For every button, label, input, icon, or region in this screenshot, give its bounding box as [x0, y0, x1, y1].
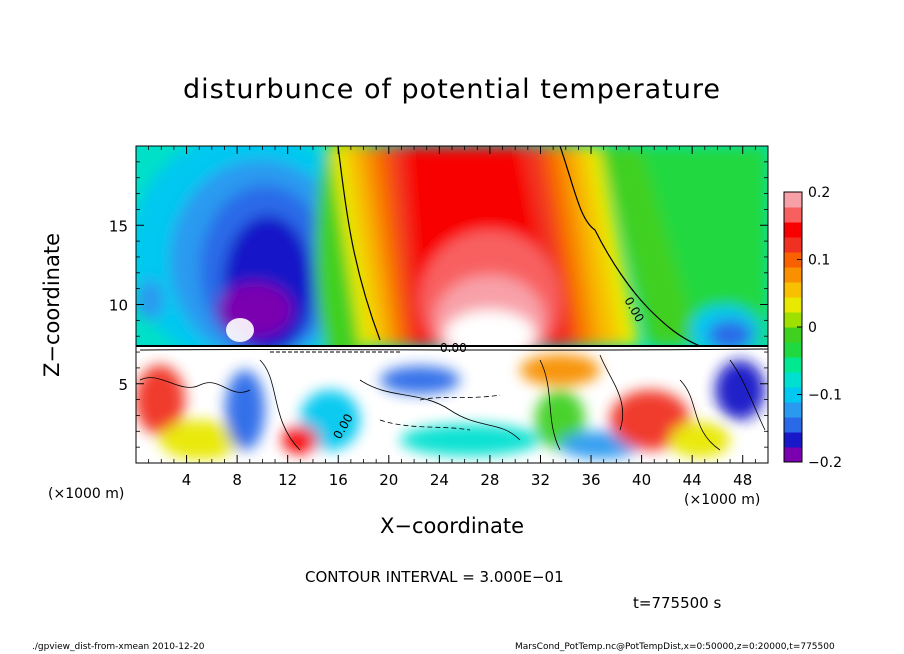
colorbar-segment	[784, 417, 802, 433]
upper-field	[136, 146, 768, 346]
x-tick-label: 48	[733, 471, 752, 489]
colorbar-segment	[784, 222, 802, 238]
x-tick-label: 32	[531, 471, 550, 489]
x-tick-label: 16	[329, 471, 348, 489]
footer-right: MarsCond_PotTemp.nc@PotTempDist,x=0:5000…	[515, 642, 835, 652]
colorbar-segment	[784, 237, 802, 253]
colorbar-tick-label: 0.1	[808, 253, 830, 269]
colorbar-tick-label: 0.2	[808, 185, 830, 201]
x-tick-label: 12	[278, 471, 297, 489]
colorbar-segment	[784, 297, 802, 313]
x-tick-label: 4	[182, 471, 192, 489]
x-unit-right: (×1000 m)	[684, 492, 761, 508]
colorbar-segment	[784, 207, 802, 223]
colorbar-tick-label: −0.2	[808, 455, 842, 471]
colorbar-segment	[784, 342, 802, 358]
colorbar-segment	[784, 252, 802, 268]
x-tick-label: 20	[379, 471, 398, 489]
colorbar-tick-label: −0.1	[808, 388, 842, 404]
colorbar-segment	[784, 282, 802, 298]
x-axis-label: X−coordinate	[380, 514, 524, 538]
x-unit-left: (×1000 m)	[48, 486, 125, 502]
colorbar-segment	[784, 387, 802, 403]
x-tick-label: 40	[632, 471, 651, 489]
contour-label: 0.00	[440, 341, 467, 355]
interface-contours	[136, 345, 768, 353]
colorbar-segment	[784, 312, 802, 328]
time-label: t=775500 s	[633, 594, 722, 612]
colorbar-segment	[784, 432, 802, 448]
x-tick-label: 28	[480, 471, 499, 489]
colorbar-segment	[784, 447, 802, 463]
colorbar-tick-label: 0	[808, 320, 817, 336]
colorbar-segment	[784, 192, 802, 208]
y-axis-label: Z−coordinate	[40, 233, 64, 377]
x-tick-label: 44	[683, 471, 702, 489]
y-tick-label: 5	[118, 376, 128, 394]
x-axis: 4 8 12 16 20 24 28 32 36 40 44 48	[148, 146, 756, 489]
x-tick-label: 8	[232, 471, 242, 489]
x-tick-label: 24	[430, 471, 449, 489]
colorbar-segment	[784, 267, 802, 283]
y-tick-label: 15	[109, 217, 128, 235]
colorbar-segment	[784, 357, 802, 373]
chart-title: disturbunce of potential temperature	[183, 74, 721, 105]
colorbar-segment	[784, 372, 802, 388]
lower-field	[136, 346, 768, 463]
contour-interval: CONTOUR INTERVAL = 3.000E−01	[305, 568, 564, 586]
colorbar: 0.2 0.1 0 −0.1 −0.2	[783, 185, 842, 471]
colorbar-segment	[784, 402, 802, 418]
y-tick-label: 10	[109, 297, 128, 315]
colorbar-segment	[784, 327, 802, 343]
y-axis: 5 10 15	[109, 161, 768, 448]
x-tick-label: 36	[581, 471, 600, 489]
footer-left: ./gpview_dist-from-xmean 2010-12-20	[32, 642, 205, 652]
